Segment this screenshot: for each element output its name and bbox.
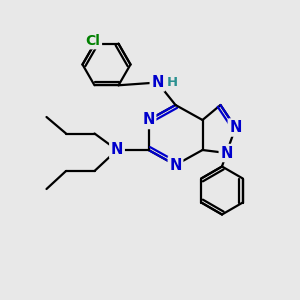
Text: N: N [169,158,182,172]
Text: H: H [167,76,178,89]
Text: N: N [142,112,155,128]
Text: Cl: Cl [85,34,100,48]
Text: N: N [229,120,242,135]
Text: N: N [111,142,123,158]
Text: N: N [220,146,233,160]
Text: N: N [151,75,164,90]
